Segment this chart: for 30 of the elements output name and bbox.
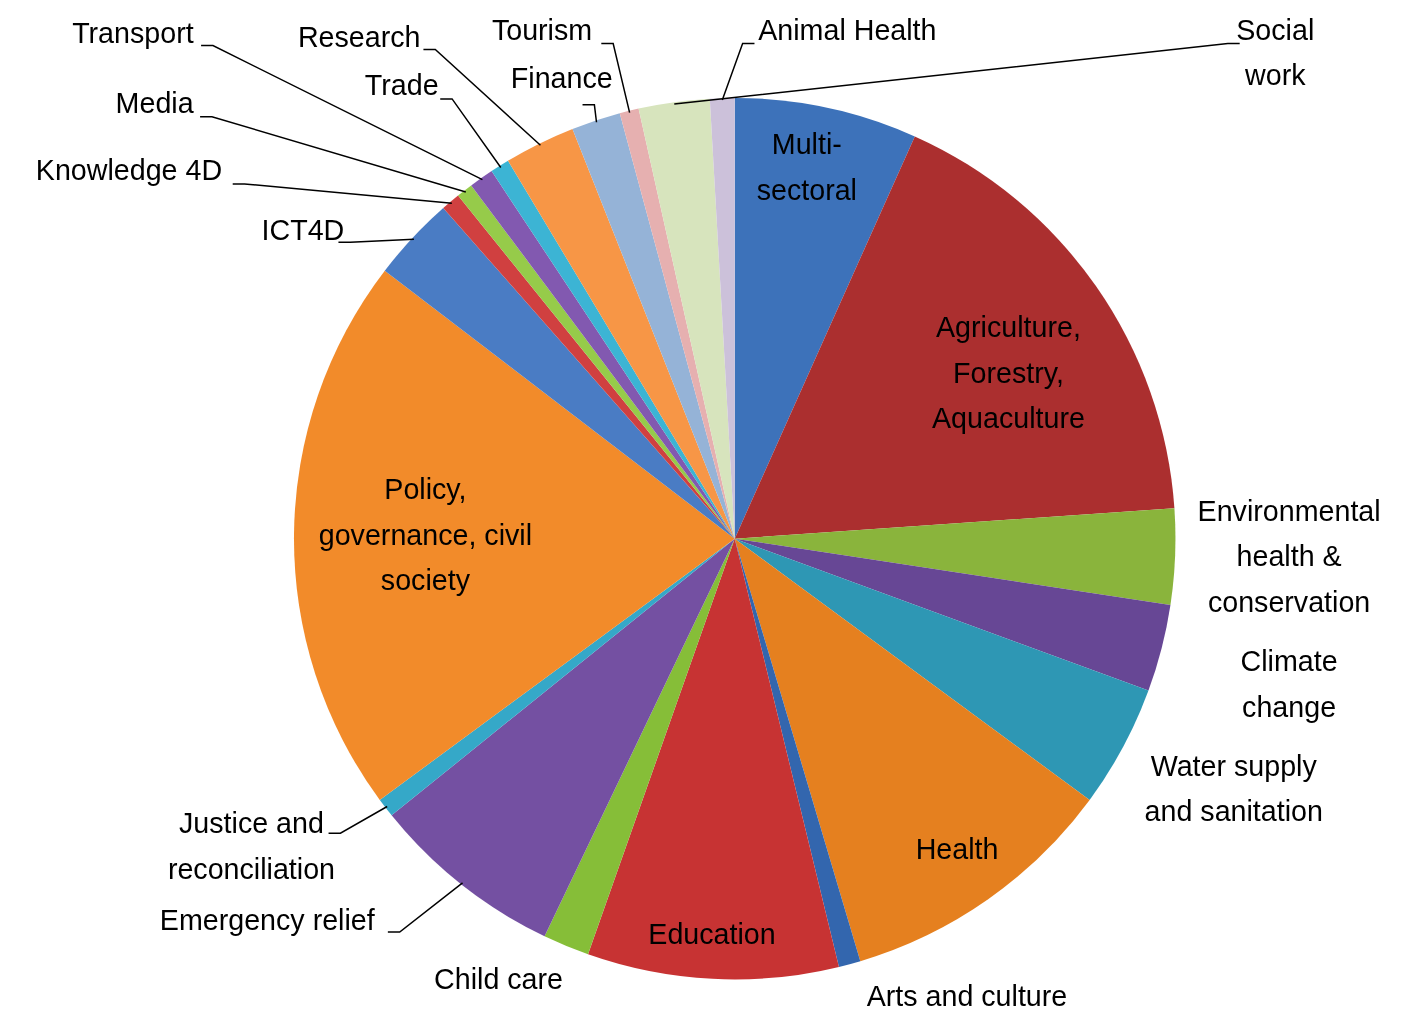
slice-label: Finance [510, 61, 613, 94]
pie-slice [572, 113, 735, 539]
pie-slice [638, 98, 735, 539]
pie-slice [293, 270, 735, 800]
slice-label: Knowledge 4D [35, 153, 223, 186]
slice-label: Water supply and sanitation [1144, 749, 1323, 827]
slice-label: Health [915, 832, 999, 865]
pie-slice [734, 508, 1176, 605]
slice-label: Climate change [1240, 644, 1338, 723]
slice-label: Animal Health [758, 13, 937, 46]
pie-slice [734, 97, 915, 539]
slice-label: Policy, governance, civil society [318, 472, 533, 596]
slice-label: Tourism [491, 13, 593, 46]
slice-label: Justice and reconciliation [167, 806, 336, 885]
slice-label: Research [297, 20, 421, 53]
slice-label: Trade [364, 68, 439, 101]
slice-label: Multi-sectoral [756, 127, 858, 206]
pie-slice [734, 538, 1171, 691]
pie-slice [734, 538, 1149, 800]
slice-label: Transport [72, 16, 194, 49]
slice-label: Child care [434, 962, 564, 995]
slice-label: Emergency relief [159, 903, 375, 936]
pie-slice [588, 538, 839, 980]
slice-label: Arts and culture [866, 979, 1068, 1012]
slice-label: Education [648, 917, 776, 950]
slice-label: Environmental health & conservation [1197, 494, 1381, 618]
slice-label: Agriculture, Forestry, Aquaculture [932, 310, 1085, 434]
slice-label: Media [115, 86, 194, 119]
slice-label: Social work [1236, 13, 1315, 91]
slice-label: ICT4D [261, 213, 345, 246]
